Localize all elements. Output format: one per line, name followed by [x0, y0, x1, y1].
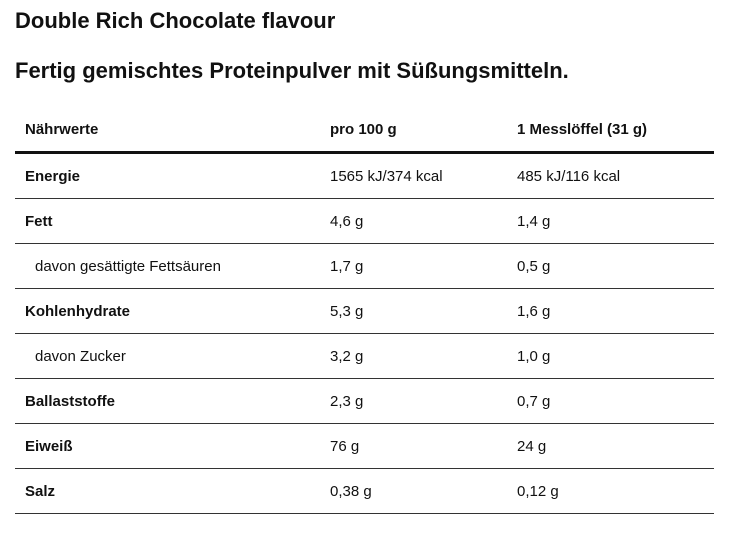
cell: 1,0 g — [507, 333, 714, 379]
cell: 0,7 g — [507, 378, 714, 424]
column-header: Nährwerte — [15, 107, 320, 154]
cell: 4,6 g — [320, 198, 507, 244]
nutrition-table: Nährwerte pro 100 g 1 Messlöffel (31 g) … — [15, 107, 714, 514]
row: Ballaststoffe 2,3 g 0,7 g — [15, 378, 714, 424]
cell: 0,5 g — [507, 243, 714, 289]
cell: 2,3 g — [320, 378, 507, 424]
cell: 1565 kJ/374 kcal — [320, 152, 507, 199]
cell: 5,3 g — [320, 288, 507, 334]
cell: 1,4 g — [507, 198, 714, 244]
row: Fett 4,6 g 1,4 g — [15, 198, 714, 244]
nutrient: Energie — [15, 152, 320, 199]
nutrient: Fett — [15, 198, 320, 244]
title: Double Rich Chocolate flavour — [15, 8, 336, 33]
cell: 0,38 g — [320, 468, 507, 514]
cell: 1,6 g — [507, 288, 714, 334]
subtitle: Fertig gemischtes Proteinpulver mit Süßu… — [15, 58, 569, 83]
row: davon Zucker 3,2 g 1,0 g — [15, 333, 714, 379]
cell: 1,7 g — [320, 243, 507, 289]
row: Kohlenhydrate 5,3 g 1,6 g — [15, 288, 714, 334]
cell: 76 g — [320, 423, 507, 469]
row: davon gesättigte Fettsäuren 1,7 g 0,5 g — [15, 243, 714, 289]
nutrient: Eiweiß — [15, 423, 320, 469]
row: Energie 1565 kJ/374 kcal 485 kJ/116 kcal — [15, 152, 714, 199]
nutrient: davon gesättigte Fettsäuren — [15, 243, 320, 289]
cell: 485 kJ/116 kcal — [507, 152, 714, 199]
row: Salz 0,38 g 0,12 g — [15, 468, 714, 514]
column-header: pro 100 g — [320, 107, 507, 154]
cell: 24 g — [507, 423, 714, 469]
nutrient: Kohlenhydrate — [15, 288, 320, 334]
cell: 3,2 g — [320, 333, 507, 379]
row: Eiweiß 76 g 24 g — [15, 423, 714, 469]
cell: 0,12 g — [507, 468, 714, 514]
nutrient: Ballaststoffe — [15, 378, 320, 424]
column-header: 1 Messlöffel (31 g) — [507, 107, 714, 154]
nutrient: davon Zucker — [15, 333, 320, 379]
header-row: Nährwerte pro 100 g 1 Messlöffel (31 g) — [15, 107, 714, 154]
nutrient: Salz — [15, 468, 320, 514]
